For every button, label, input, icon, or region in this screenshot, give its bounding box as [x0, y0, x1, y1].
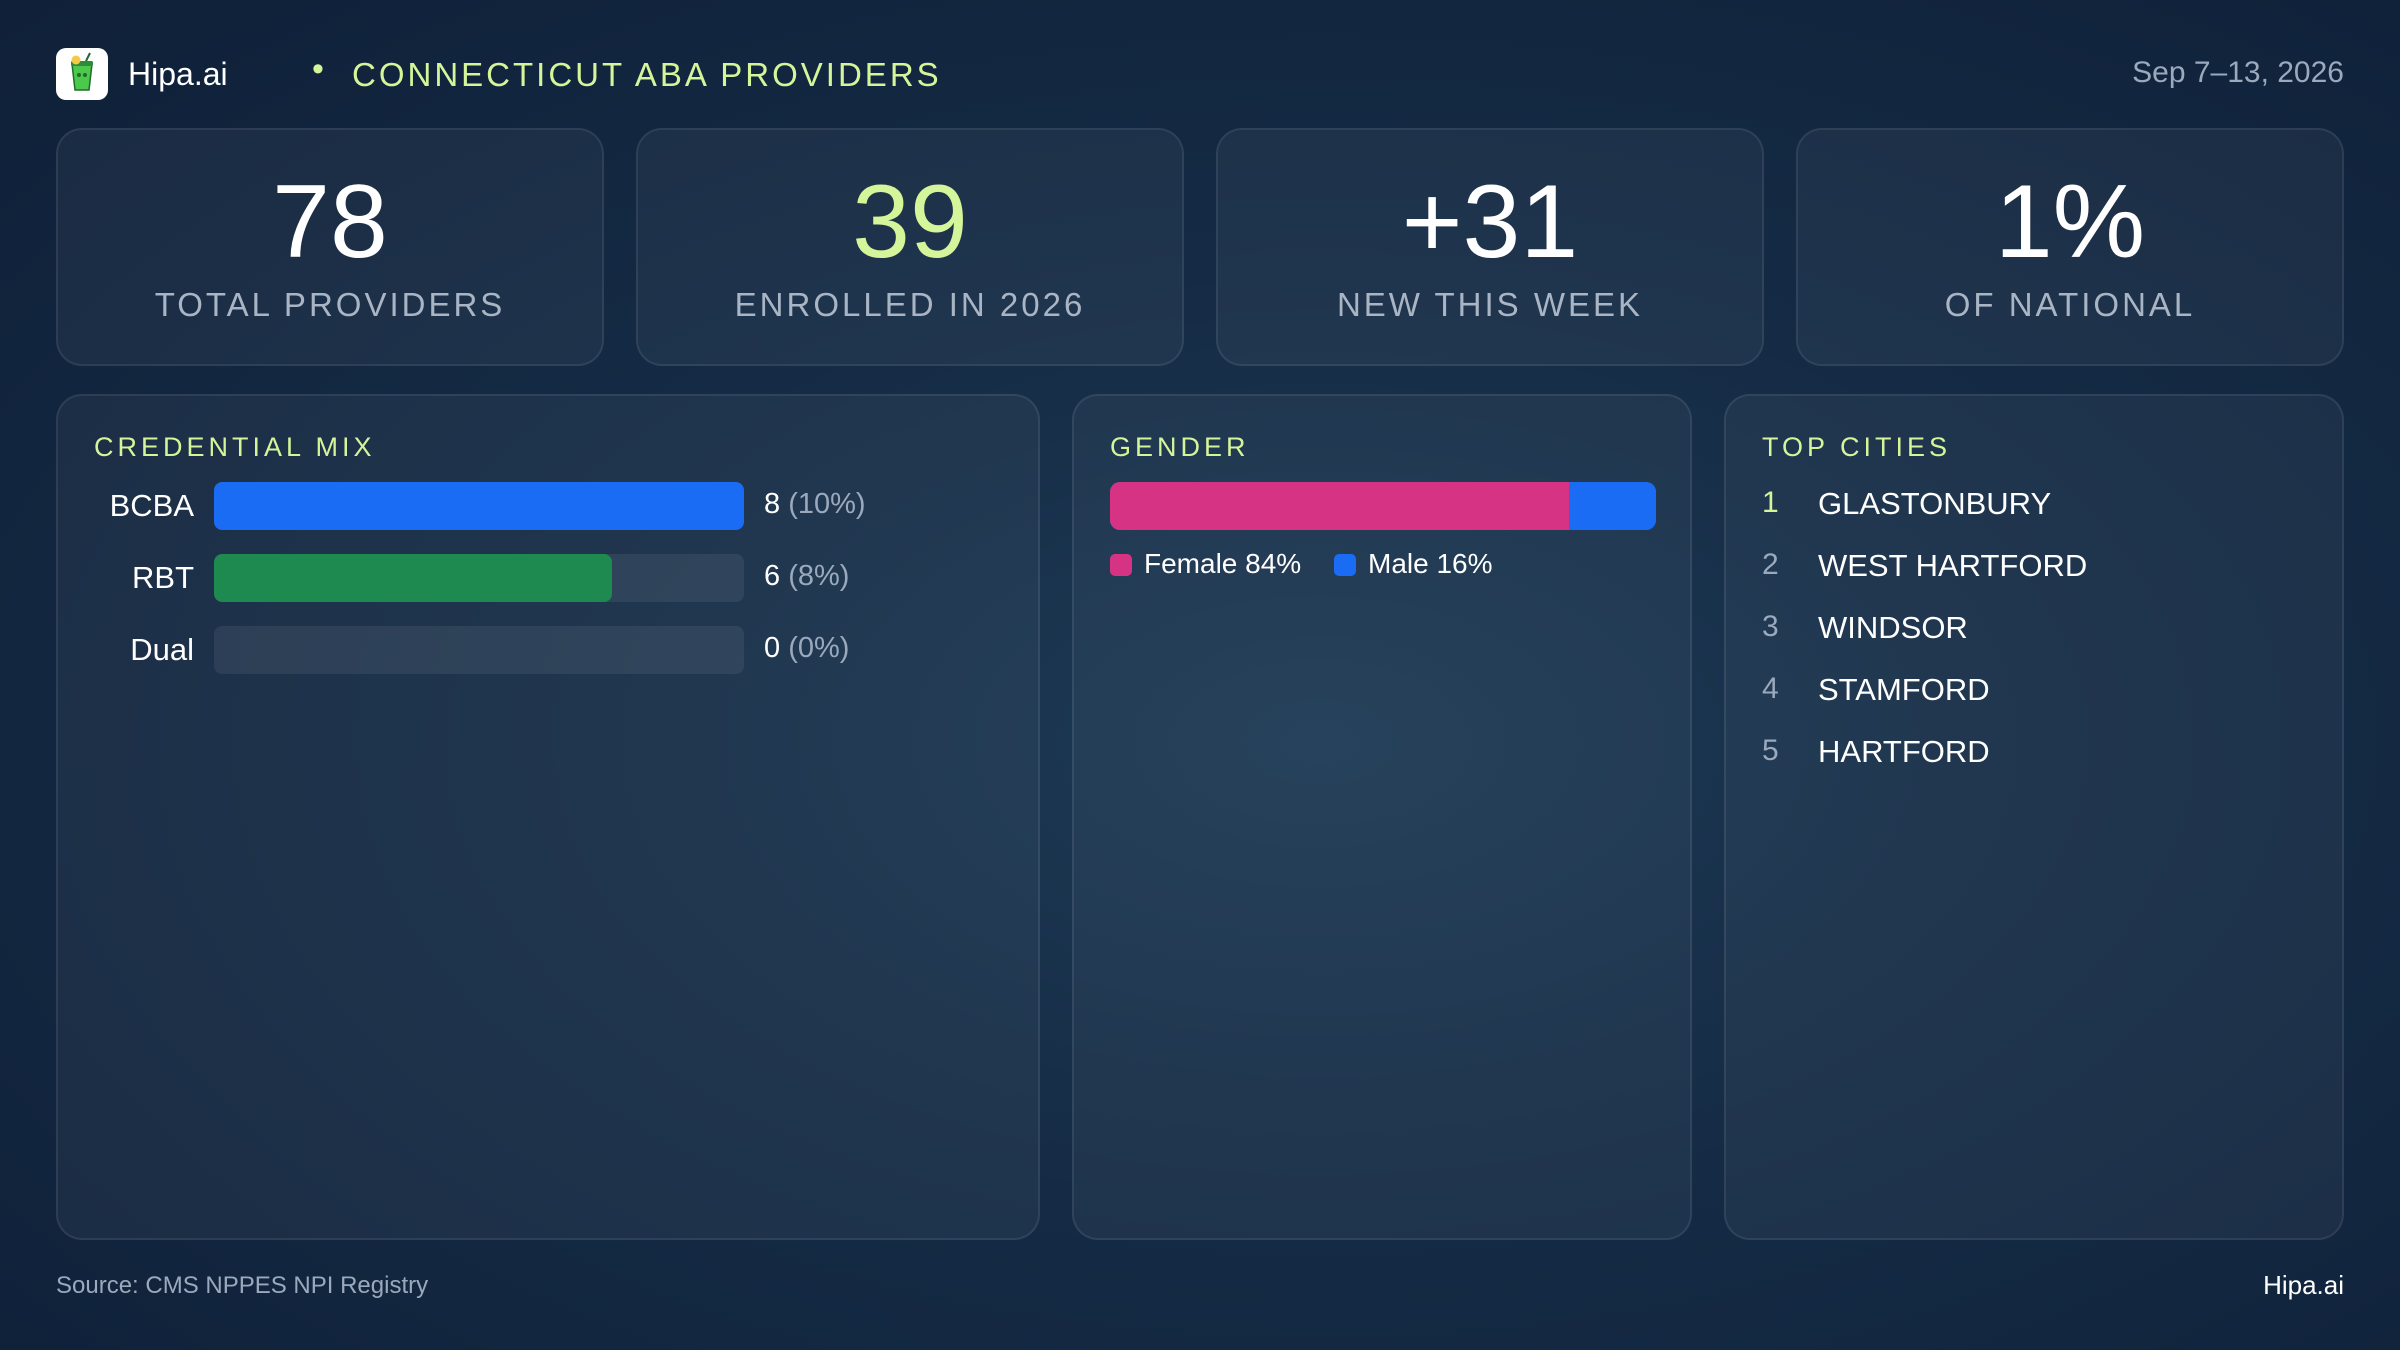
city-name: WINDSOR — [1818, 610, 1968, 645]
stat-value: 78 — [272, 164, 388, 280]
city-rank: 3 — [1762, 610, 1779, 643]
city-rank: 4 — [1762, 672, 1779, 705]
juice-cup-logo-icon — [56, 48, 108, 100]
stat-label: TOTAL PROVIDERS — [154, 286, 506, 323]
footer-brand: Hipa.ai — [2263, 1270, 2344, 1300]
legend-swatch — [1110, 554, 1132, 576]
gender-segment-female — [1110, 482, 1569, 530]
stat-card-total-providers: 78 TOTAL PROVIDERS — [56, 128, 604, 366]
credential-row-rbt: RBT 6 (8%) — [58, 554, 1038, 604]
bar-percent: (8%) — [788, 560, 850, 592]
stat-card-enrolled: 39 ENROLLED IN 2026 — [636, 128, 1184, 366]
legend-label: Female 84% — [1144, 548, 1302, 579]
city-name: GLASTONBURY — [1818, 486, 2052, 521]
city-rank: 1 — [1762, 486, 1779, 519]
bar-count: 8 — [764, 488, 781, 520]
city-rank: 5 — [1762, 734, 1779, 767]
bar-value-label: 0 (0%) — [764, 632, 849, 665]
panel-title: GENDER — [1110, 432, 1250, 462]
bar-count: 6 — [764, 560, 781, 592]
panel-title: TOP CITIES — [1762, 432, 1952, 462]
source-note: Source: CMS NPPES NPI Registry — [56, 1272, 429, 1299]
bar-bcba — [214, 482, 744, 530]
legend-label: Male 16% — [1368, 548, 1493, 579]
legend-item-female: Female 84% — [1110, 548, 1301, 580]
bar-category-label: Dual — [130, 632, 194, 667]
gender-stacked-bar — [1110, 482, 1656, 530]
stat-card-new-this-week: +31 NEW THIS WEEK — [1216, 128, 1764, 366]
panel-title: CREDENTIAL MIX — [94, 432, 376, 462]
stat-label: OF NATIONAL — [1944, 286, 2196, 323]
bar-percent: (0%) — [788, 632, 850, 664]
bar-percent: (10%) — [788, 488, 866, 520]
credential-row-dual: Dual 0 (0%) — [58, 626, 1038, 676]
credential-mix-panel: CREDENTIAL MIX BCBA 8 (10%) RBT 6 (8%) Dual 0… — [56, 394, 1040, 1240]
header: Hipa.ai • CONNECTICUT ABA PROVIDERS Sep … — [56, 46, 2344, 102]
bar-track — [214, 482, 744, 530]
city-rank: 2 — [1762, 548, 1779, 581]
city-name: STAMFORD — [1818, 672, 1990, 707]
legend-item-male: Male 16% — [1334, 548, 1493, 580]
city-name: WEST HARTFORD — [1818, 548, 2088, 583]
stat-label: ENROLLED IN 2026 — [734, 286, 1086, 323]
bar-value-label: 8 (10%) — [764, 488, 866, 521]
stat-card-of-national: 1% OF NATIONAL — [1796, 128, 2344, 366]
stat-value: 1% — [1994, 164, 2146, 280]
bar-category-label: BCBA — [109, 488, 194, 523]
bar-track — [214, 626, 744, 674]
stat-label: NEW THIS WEEK — [1336, 286, 1644, 323]
stat-value: +31 — [1401, 164, 1579, 280]
brand-name: Hipa.ai — [128, 56, 228, 92]
page-title: CONNECTICUT ABA PROVIDERS — [352, 56, 942, 93]
bar-category-label: RBT — [132, 560, 194, 595]
date-range: Sep 7–13, 2026 — [2132, 56, 2344, 89]
stat-value: 39 — [852, 164, 968, 280]
gender-segment-male — [1569, 482, 1656, 530]
legend-swatch — [1334, 554, 1356, 576]
bar-value-label: 6 (8%) — [764, 560, 849, 593]
gender-panel: GENDER Female 84% Male 16% — [1072, 394, 1692, 1240]
bar-count: 0 — [764, 632, 781, 664]
bar-rbt — [214, 554, 612, 602]
top-cities-panel: TOP CITIES 1 GLASTONBURY 2 WEST HARTFORD… — [1724, 394, 2344, 1240]
title-separator: • — [312, 50, 324, 88]
bar-track — [214, 554, 744, 602]
city-name: HARTFORD — [1818, 734, 1990, 769]
credential-row-bcba: BCBA 8 (10%) — [58, 482, 1038, 532]
